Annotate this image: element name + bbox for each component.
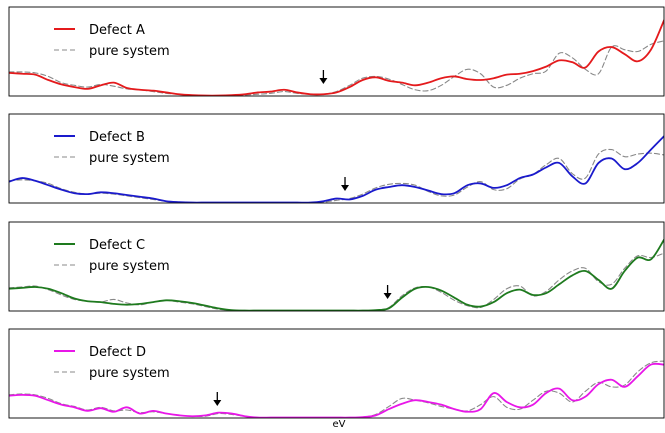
legend: Defect C pure system — [54, 238, 170, 274]
legend-label-defect-b: Defect B — [89, 130, 145, 145]
legend-label-defect-d: Defect D — [89, 345, 146, 360]
annotation-arrow — [213, 392, 221, 406]
legend-label-pure-system: pure system — [89, 44, 170, 59]
arrow-head — [319, 78, 327, 84]
legend-label-defect-c: Defect C — [89, 238, 145, 253]
panel-1: Defect A pure system — [9, 7, 664, 96]
annotation-arrow — [384, 285, 392, 299]
arrow-head — [213, 400, 221, 406]
annotation-arrow — [341, 177, 349, 191]
legend: Defect D pure system — [54, 345, 170, 381]
x-axis-label: eV — [333, 419, 346, 430]
legend-label-pure-system: pure system — [89, 366, 170, 381]
panel-3: Defect C pure system — [9, 222, 664, 311]
plot-area — [9, 136, 664, 202]
panel-4: Defect D pure system — [9, 329, 664, 418]
series-line-defect-b — [9, 136, 664, 202]
annotation-arrow — [319, 70, 327, 84]
arrow-head — [384, 293, 392, 299]
legend: Defect A pure system — [54, 23, 170, 59]
legend-label-defect-a: Defect A — [89, 23, 145, 38]
legend-label-pure-system: pure system — [89, 151, 170, 166]
panel-2: Defect B pure system — [9, 114, 664, 203]
arrow-head — [341, 185, 349, 191]
legend-label-pure-system: pure system — [89, 259, 170, 274]
legend: Defect B pure system — [54, 130, 170, 166]
